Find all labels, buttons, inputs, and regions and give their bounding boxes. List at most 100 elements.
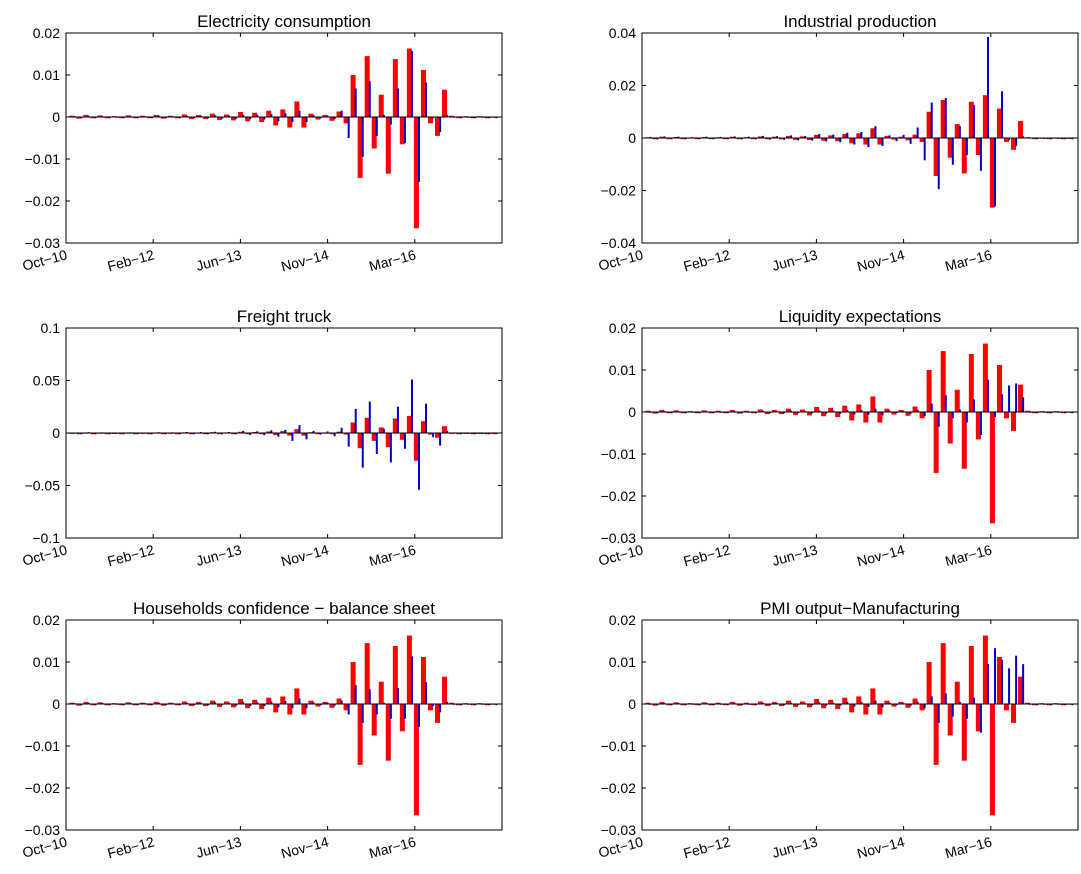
blue-bar: [663, 136, 666, 138]
x-tick-label: Mar−16: [367, 833, 418, 861]
red-bar: [694, 704, 700, 706]
blue-bar: [291, 704, 294, 709]
blue-bar: [839, 412, 842, 414]
blue-bar: [249, 433, 252, 435]
red-bar: [132, 433, 138, 435]
blue-bar: [1064, 138, 1067, 140]
red-bar: [301, 433, 307, 436]
blue-bar: [221, 704, 224, 706]
red-bar: [898, 701, 904, 704]
red-bar: [350, 75, 356, 117]
red-bar: [104, 433, 110, 435]
blue-bar: [656, 704, 659, 706]
red-bar: [392, 418, 398, 433]
blue-bar: [1050, 704, 1053, 706]
red-bar: [322, 701, 328, 704]
y-tick-label: −0.02: [601, 183, 637, 199]
red-bar: [329, 117, 335, 121]
red-bar: [835, 138, 841, 142]
blue-bar: [986, 379, 989, 412]
red-bar: [729, 409, 735, 412]
blue-bar: [761, 702, 764, 704]
blue-bar: [951, 704, 954, 717]
red-bar: [484, 433, 490, 435]
blue-bar: [860, 701, 863, 704]
chart-title: Freight truck: [237, 307, 332, 326]
blue-bar: [670, 412, 673, 414]
blue-bar: [979, 412, 982, 436]
y-tick-label: 0.01: [609, 362, 636, 378]
blue-bar: [811, 412, 814, 414]
blue-bar: [347, 433, 350, 447]
red-bar: [982, 635, 988, 704]
blue-bar: [94, 704, 97, 706]
blue-bar: [698, 704, 701, 706]
red-bar: [378, 427, 384, 433]
blue-bar: [136, 433, 139, 435]
red-bar: [442, 676, 448, 704]
red-bar: [877, 138, 883, 145]
red-bar: [125, 702, 131, 704]
blue-bar: [986, 36, 989, 138]
red-bar: [301, 117, 307, 128]
blue-bar: [853, 704, 856, 707]
red-bar: [1018, 384, 1024, 412]
red-bar: [280, 109, 286, 117]
red-bar: [484, 704, 490, 706]
y-tick-label: −0.04: [601, 235, 637, 251]
blue-bar: [733, 136, 736, 138]
blue-bar: [164, 704, 167, 706]
red-bar: [750, 138, 756, 140]
red-bar: [673, 410, 679, 412]
chart-title: Liquidity expectations: [779, 307, 942, 326]
red-bar: [329, 704, 335, 708]
blue-bar: [270, 430, 273, 434]
red-bar: [856, 404, 862, 412]
red-bar: [188, 117, 194, 120]
red-bar: [961, 138, 967, 174]
y-tick-label: 0: [628, 130, 636, 146]
chart-panel-5: Households confidence − balance sheet −0.…: [21, 599, 503, 861]
red-bar: [146, 117, 152, 119]
x-tick-label: Mar−16: [943, 541, 994, 569]
blue-bar: [108, 433, 111, 435]
red-bar: [160, 704, 166, 706]
blue-bar: [361, 117, 364, 157]
blue-bar: [242, 701, 245, 704]
red-bar: [1032, 704, 1038, 706]
blue-bar: [235, 117, 238, 119]
blue-bar: [80, 117, 83, 119]
blue-bar: [698, 412, 701, 414]
red-bar: [926, 662, 932, 704]
red-bar: [800, 136, 806, 138]
blue-bar: [839, 138, 842, 143]
red-bar: [195, 701, 201, 704]
blue-bar: [432, 117, 435, 119]
red-bar: [905, 412, 911, 416]
red-bar: [926, 370, 932, 412]
blue-bar: [326, 115, 329, 117]
y-tick-label: −0.05: [25, 478, 61, 494]
red-bar: [217, 704, 223, 707]
y-tick-label: −0.02: [25, 193, 61, 209]
red-bar: [378, 681, 384, 704]
blue-bar: [1036, 412, 1039, 414]
blue-bar: [965, 704, 968, 719]
red-bar: [442, 426, 448, 433]
blue-bar: [937, 704, 940, 723]
blue-bar: [712, 412, 715, 414]
y-tick-label: −0.01: [601, 446, 637, 462]
blue-bar: [263, 433, 266, 436]
red-bar: [1060, 138, 1066, 140]
blue-bar: [425, 403, 428, 433]
bars: [69, 379, 498, 490]
axis-frame: [641, 619, 1079, 831]
red-bar: [238, 698, 244, 704]
red-bar: [118, 117, 124, 119]
red-bar: [989, 138, 995, 208]
red-bar: [757, 136, 763, 138]
y-tick-label: −0.02: [601, 780, 637, 796]
red-bar: [188, 704, 194, 707]
blue-bar: [418, 433, 421, 490]
red-bar: [378, 94, 384, 117]
